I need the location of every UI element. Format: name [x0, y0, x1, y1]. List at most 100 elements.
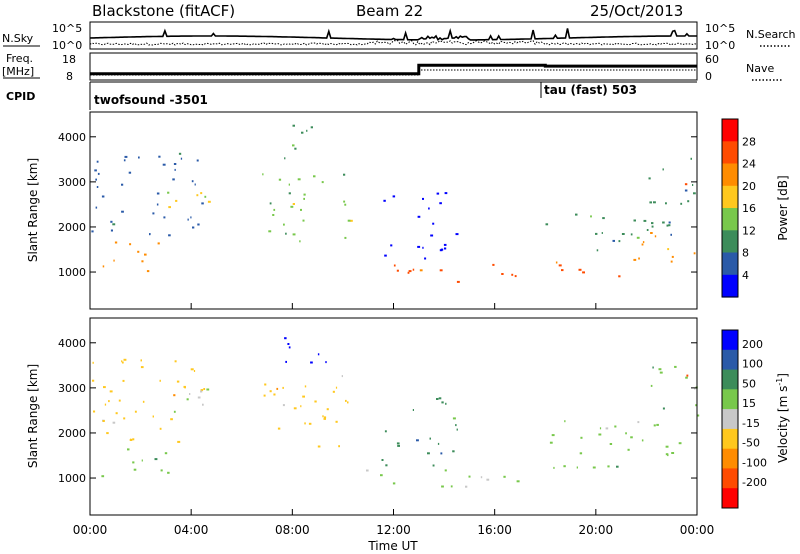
heatmap-cell	[338, 445, 340, 448]
heatmap-cell	[637, 421, 640, 424]
heatmap-cell	[456, 428, 458, 431]
heatmap-cell	[558, 264, 562, 267]
heatmap-cell	[436, 192, 440, 195]
nave-tick-bottom: 0	[705, 70, 712, 83]
heatmap-cell	[197, 223, 200, 226]
heatmap-cell	[317, 445, 321, 448]
colorbar-swatch	[722, 369, 738, 390]
heatmap-cell	[187, 218, 189, 221]
heatmap-cell	[690, 157, 692, 160]
heatmap-cell	[104, 403, 107, 406]
heatmap-cell	[121, 210, 124, 213]
colorbar-swatch	[722, 208, 738, 231]
heatmap-cell	[397, 444, 400, 447]
heatmap-cell	[650, 232, 653, 234]
heatmap-cell	[190, 368, 194, 371]
heatmap-cell	[167, 471, 170, 474]
heatmap-cell	[665, 453, 669, 456]
heatmap-cell	[653, 201, 656, 204]
heatmap-cell	[299, 240, 301, 243]
heatmap-cell	[343, 173, 346, 176]
heatmap-cell	[293, 407, 297, 410]
heatmap-cell	[438, 397, 442, 400]
heatmap-cell	[578, 268, 582, 271]
heatmap-cell	[627, 448, 630, 451]
noise-search-label: N.Search	[746, 28, 796, 41]
heatmap-cell	[444, 247, 447, 250]
heatmap-cell	[652, 366, 654, 369]
freq-trace	[90, 63, 697, 76]
heatmap-cell	[432, 464, 435, 467]
noise-sky-label: N.Sky	[2, 32, 34, 45]
colorbar-swatch	[722, 141, 738, 165]
ytick-label: 2000	[58, 427, 86, 440]
heatmap-cell	[308, 422, 312, 425]
heatmap-cell	[206, 388, 210, 391]
heatmap-cell	[112, 223, 116, 226]
heatmap-cell	[285, 232, 287, 235]
xtick-label: 12:00	[376, 523, 411, 537]
heatmap-cell	[439, 249, 443, 252]
velocity-ylabel: Slant Range [km]	[26, 364, 40, 468]
heatmap-cell	[636, 236, 640, 239]
heatmap-cell	[133, 468, 137, 471]
heatmap-cell	[412, 268, 415, 271]
heatmap-cell	[262, 173, 264, 176]
ytick-label: 4000	[58, 337, 86, 350]
heatmap-cell	[263, 394, 266, 397]
heatmap-cell	[197, 396, 201, 399]
heatmap-cell	[599, 427, 602, 430]
heatmap-cell	[419, 269, 423, 272]
power-yticks: 1000 2000 3000 4000	[58, 131, 697, 279]
velocity-cbar-label-end: ]	[776, 373, 790, 378]
heatmap-cell	[288, 346, 291, 349]
colorbar-tick-label: 50	[742, 377, 756, 390]
colorbar-tick-label: 200	[742, 338, 763, 351]
heatmap-cell	[292, 203, 295, 205]
heatmap-cell	[306, 129, 308, 132]
xtick-label: 00:00	[680, 523, 715, 537]
heatmap-cell	[290, 205, 294, 208]
heatmap-cell	[687, 200, 690, 203]
heatmap-cell	[670, 233, 672, 236]
colorbar-tick-label: 24	[742, 158, 756, 171]
heatmap-cell	[115, 412, 118, 415]
colorbar-tick-label: -100	[742, 456, 767, 469]
heatmap-cell	[392, 482, 396, 485]
heatmap-cell	[553, 466, 555, 469]
heatmap-cell	[269, 202, 272, 205]
heatmap-cell	[276, 387, 279, 390]
velocity-panel: 1000 2000 3000 4000 00:00 04:00 08:00 12:00 16:…	[26, 317, 715, 553]
velocity-yticks: 1000 2000 3000 4000	[58, 337, 697, 485]
heatmap-cell	[168, 234, 171, 237]
heatmap-cell	[422, 197, 424, 200]
ytick-label: 1000	[58, 472, 86, 485]
heatmap-cell	[132, 438, 135, 441]
heatmap-cell	[612, 239, 615, 242]
heatmap-cell	[575, 213, 578, 216]
heatmap-cell	[304, 422, 306, 425]
heatmap-cell	[283, 223, 285, 226]
heatmap-cell	[511, 273, 514, 276]
heatmap-cell	[313, 175, 316, 178]
heatmap-cell	[695, 404, 697, 407]
colorbar-swatch	[722, 163, 738, 187]
heatmap-cell	[168, 206, 171, 209]
heatmap-cell	[674, 365, 677, 368]
heatmap-cell	[292, 124, 295, 127]
heatmap-cell	[396, 442, 400, 445]
colorbar-swatch	[722, 409, 738, 430]
heatmap-cell	[190, 216, 192, 219]
heatmap-cell	[516, 480, 520, 483]
heatmap-cell	[141, 260, 144, 263]
nave-trace	[90, 69, 697, 76]
heatmap-cell	[118, 399, 121, 402]
colorbar-swatch	[722, 428, 738, 450]
heatmap-cell	[432, 222, 435, 225]
cpid-segment-2: tau (fast) 503	[544, 83, 637, 97]
heatmap-cell	[292, 233, 296, 236]
heatmap-cell	[641, 439, 644, 442]
heatmap-cell	[445, 402, 447, 405]
heatmap-cell	[335, 386, 338, 389]
heatmap-cell	[437, 442, 440, 445]
